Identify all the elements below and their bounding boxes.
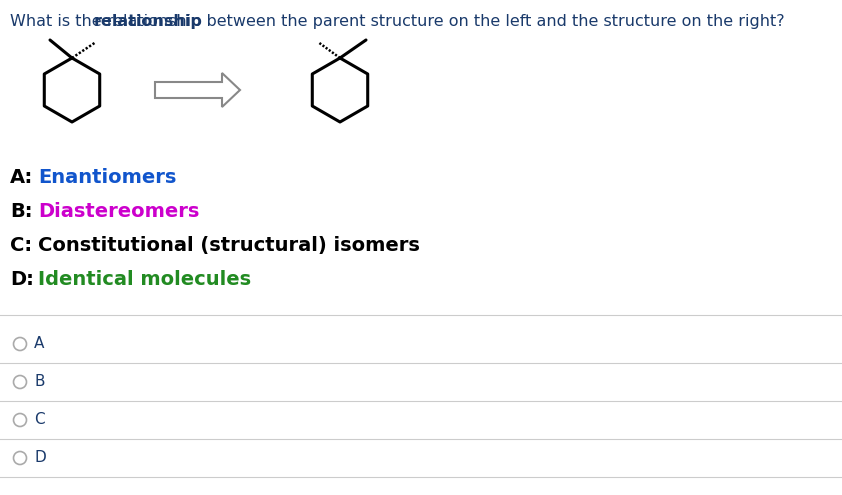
Text: Identical molecules: Identical molecules — [38, 270, 251, 289]
Text: C: C — [34, 412, 45, 428]
Text: B:: B: — [10, 202, 33, 221]
Text: Enantiomers: Enantiomers — [38, 168, 176, 187]
Text: What is the relationship between the parent structure on the left and the struct: What is the relationship between the par… — [10, 14, 785, 29]
Text: C:: C: — [10, 236, 32, 255]
Polygon shape — [155, 73, 240, 107]
Text: D:: D: — [10, 270, 34, 289]
Text: D: D — [34, 450, 45, 465]
Text: A: A — [34, 337, 45, 351]
Text: Diastereomers: Diastereomers — [38, 202, 200, 221]
Text: Constitutional (structural) isomers: Constitutional (structural) isomers — [38, 236, 420, 255]
Text: A:: A: — [10, 168, 33, 187]
Text: relationship: relationship — [94, 14, 203, 29]
Text: B: B — [34, 375, 45, 390]
